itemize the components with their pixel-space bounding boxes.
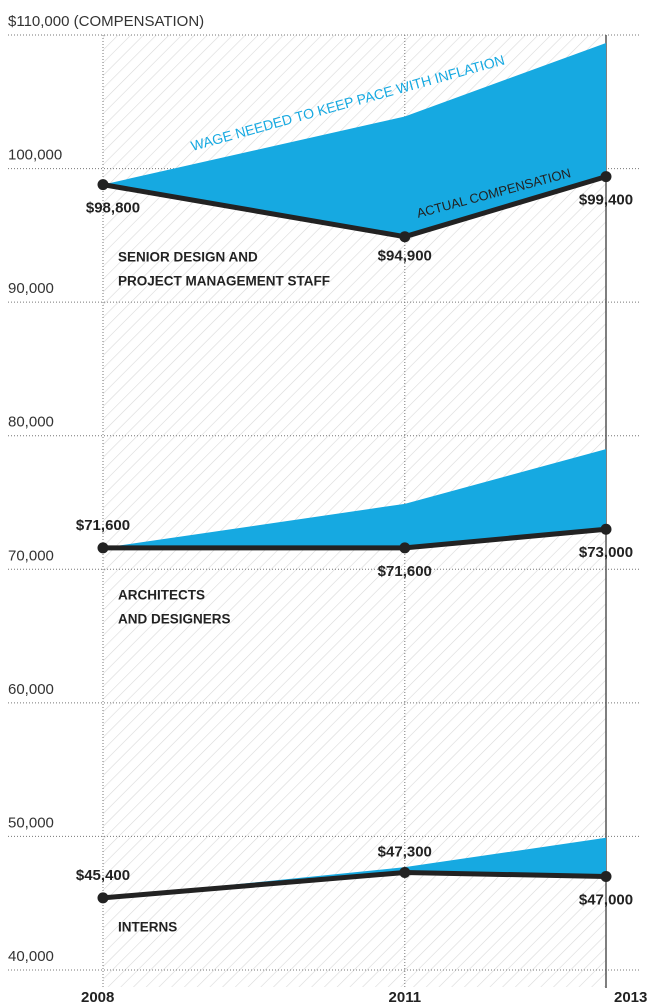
y-tick-label: $110,000 (COMPENSATION) <box>8 13 204 30</box>
inflation-area <box>103 449 606 548</box>
y-tick-label: 40,000 <box>8 948 54 965</box>
data-point <box>600 523 612 535</box>
value-label: $71,600 <box>76 517 130 534</box>
y-tick-label: 90,000 <box>8 280 54 297</box>
inflation-area <box>103 43 606 237</box>
value-label: $47,300 <box>378 843 432 860</box>
value-label: $99,400 <box>579 192 633 209</box>
x-tick-label: 2013 <box>614 989 647 1006</box>
x-tick-label: 2008 <box>81 989 114 1006</box>
y-tick-label: 100,000 <box>8 147 62 164</box>
data-point <box>600 171 612 183</box>
value-label: $71,600 <box>378 563 432 580</box>
inflation-area <box>103 837 606 898</box>
group-label: PROJECT MANAGEMENT STAFF <box>118 274 330 289</box>
group-label: INTERNS <box>118 920 177 935</box>
value-label: $47,000 <box>579 891 633 908</box>
group-label: AND DESIGNERS <box>118 612 231 627</box>
y-tick-label: 50,000 <box>8 814 54 831</box>
data-point <box>399 866 411 878</box>
y-tick-label: 80,000 <box>8 414 54 431</box>
data-point <box>399 542 411 554</box>
data-point <box>97 179 109 191</box>
value-label: $45,400 <box>76 867 130 884</box>
x-tick-label: 2011 <box>389 989 422 1006</box>
value-label: $94,900 <box>378 248 432 265</box>
data-point <box>97 892 109 904</box>
group-label: SENIOR DESIGN AND <box>118 250 258 265</box>
data-point <box>97 542 109 554</box>
data-point <box>399 231 411 243</box>
group-label: ARCHITECTS <box>118 588 205 603</box>
y-tick-label: 60,000 <box>8 681 54 698</box>
value-label: $73,000 <box>579 544 633 561</box>
value-label: $98,800 <box>86 200 140 217</box>
y-tick-label: 70,000 <box>8 547 54 564</box>
data-point <box>600 871 612 882</box>
